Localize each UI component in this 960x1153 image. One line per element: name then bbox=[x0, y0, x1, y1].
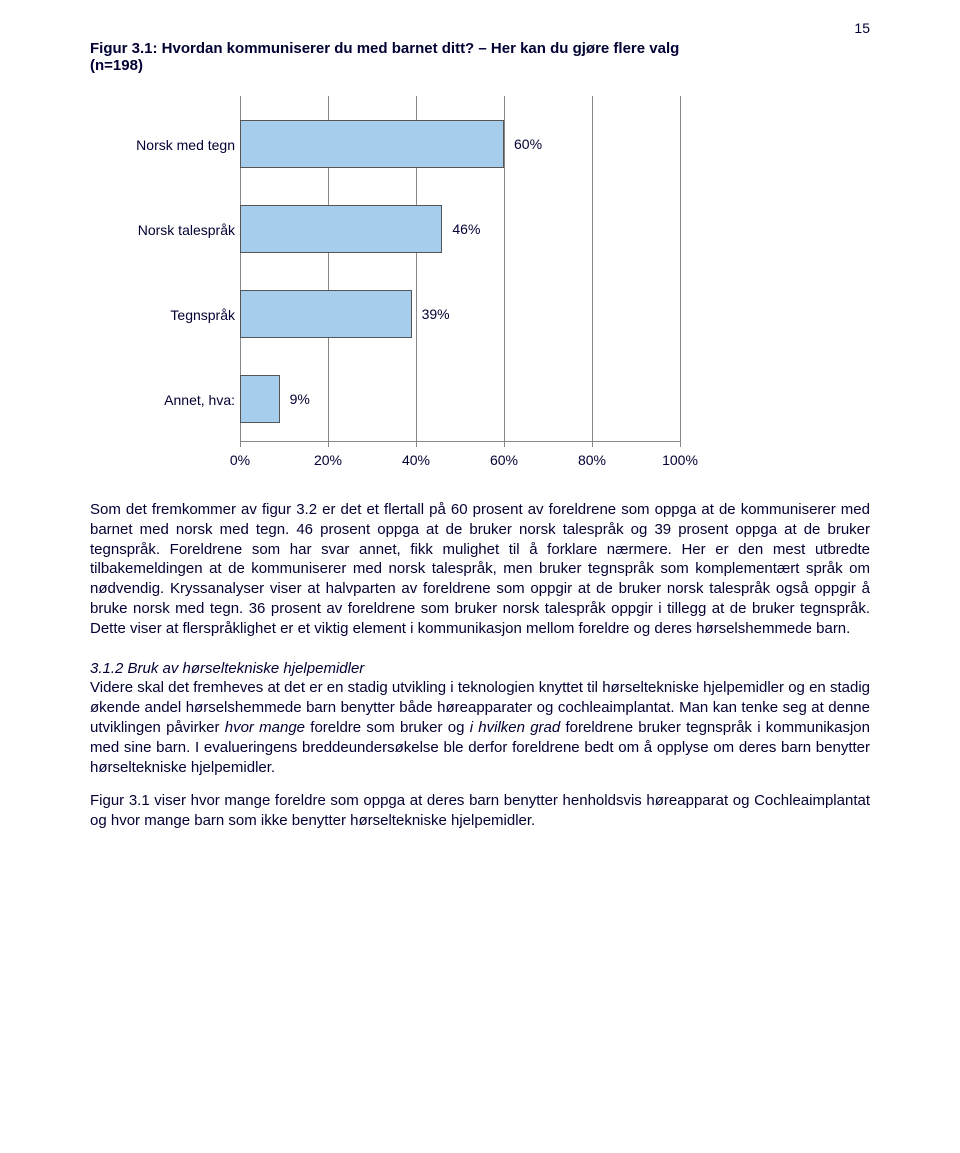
bar-row: 60% bbox=[240, 102, 680, 187]
x-tick-label: 60% bbox=[490, 452, 518, 468]
y-label: Norsk med tegn bbox=[90, 102, 235, 187]
y-label: Tegnspråk bbox=[90, 272, 235, 357]
paragraph: Videre skal det fremheves at det er en s… bbox=[90, 678, 870, 777]
x-tick-label: 100% bbox=[662, 452, 698, 468]
text-run: foreldre som bruker og bbox=[305, 719, 470, 736]
figure-3-1: Figur 3.1: Hvordan kommuniserer du med b… bbox=[90, 40, 690, 472]
x-axis: 0% 20% 40% 60% 80% 100% bbox=[240, 448, 680, 472]
section-subheading: 3.1.2 Bruk av hørseltekniske hjelpemidle… bbox=[90, 659, 870, 679]
bar-row: 39% bbox=[240, 272, 680, 357]
bars-container: 60% 46% 39% 9% bbox=[240, 102, 680, 441]
bar bbox=[240, 120, 504, 168]
body-text: Som det fremkommer av figur 3.2 er det e… bbox=[90, 500, 870, 831]
chart-title: Figur 3.1: Hvordan kommuniserer du med b… bbox=[90, 40, 690, 74]
bar-value-label: 9% bbox=[290, 391, 310, 407]
y-label: Annet, hva: bbox=[90, 357, 235, 442]
bar-row: 46% bbox=[240, 187, 680, 272]
page-number: 15 bbox=[854, 20, 870, 36]
bar-chart: Norsk med tegn Norsk talespråk Tegnspråk… bbox=[90, 102, 690, 472]
italic-text: i hvilken grad bbox=[470, 719, 561, 736]
y-label: Norsk talespråk bbox=[90, 187, 235, 272]
gridline bbox=[680, 96, 681, 447]
y-axis-labels: Norsk med tegn Norsk talespråk Tegnspråk… bbox=[90, 102, 235, 442]
bar bbox=[240, 290, 412, 338]
x-tick-label: 40% bbox=[402, 452, 430, 468]
paragraph: Figur 3.1 viser hvor mange foreldre som … bbox=[90, 791, 870, 831]
italic-text: hvor mange bbox=[225, 719, 305, 736]
bar-value-label: 60% bbox=[514, 136, 542, 152]
bar bbox=[240, 375, 280, 423]
paragraph: Som det fremkommer av figur 3.2 er det e… bbox=[90, 500, 870, 639]
x-tick-label: 80% bbox=[578, 452, 606, 468]
x-tick-label: 0% bbox=[230, 452, 250, 468]
plot-area: 60% 46% 39% 9% bbox=[240, 102, 680, 442]
bar-value-label: 39% bbox=[422, 306, 450, 322]
bar-value-label: 46% bbox=[452, 221, 480, 237]
bar bbox=[240, 205, 442, 253]
bar-row: 9% bbox=[240, 356, 680, 441]
x-tick-label: 20% bbox=[314, 452, 342, 468]
